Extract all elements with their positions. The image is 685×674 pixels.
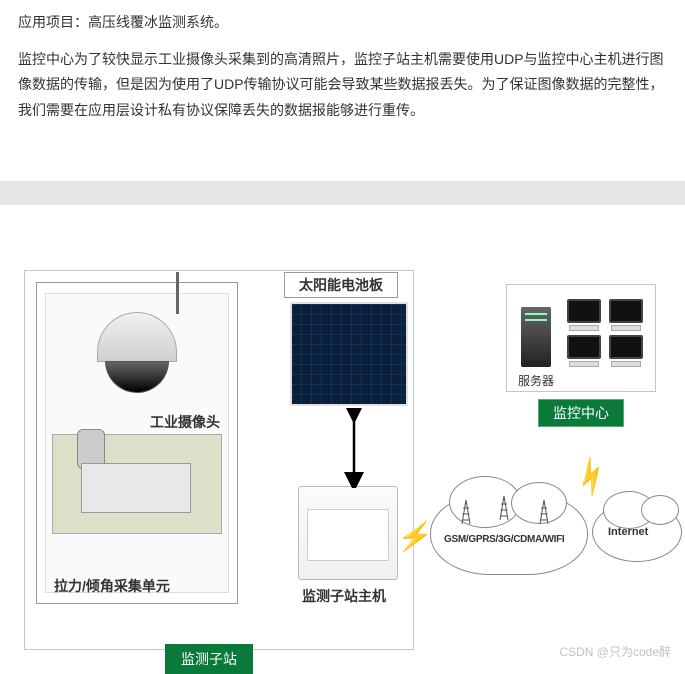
lightning-bolt-icon: ⚡ (570, 451, 613, 502)
project-body: 监控中心为了较快显示工业摄像头采集到的高清照片，监控子站主机需要使用UDP与监控… (18, 47, 667, 123)
camera-unit-inner (45, 293, 229, 593)
description-block: 应用项目：高压线覆冰监测系统。 监控中心为了较快显示工业摄像头采集到的高清照片，… (0, 0, 685, 123)
watermark: CSDN @只为code醉 (559, 643, 671, 660)
sensor-label: 拉力/倾角采集单元 (54, 576, 170, 596)
solar-panel-label: 太阳能电池板 (284, 272, 398, 298)
server-label: 服务器 (518, 372, 554, 389)
internet-cloud-label: Internet (608, 526, 648, 538)
substation-tag: 监测子站 (165, 644, 253, 674)
cell-tower-icon (460, 500, 472, 524)
bidirectional-arrow-icon (344, 408, 364, 488)
monitor-icon (609, 299, 643, 323)
camera-label: 工业摄像头 (150, 412, 220, 432)
system-diagram (0, 205, 685, 215)
lightning-bolt-icon: ⚡ (395, 520, 436, 553)
tension-sensor-icon (52, 434, 222, 534)
server-rack-icon (521, 307, 551, 367)
camera-unit-box (36, 282, 238, 604)
wireless-cloud-label: GSM/GPRS/3G/CDMA/WIFI (444, 534, 564, 545)
substation-host-icon (298, 486, 398, 580)
keyboard-icon (569, 361, 599, 367)
dome-camera-icon (87, 312, 187, 412)
keyboard-icon (569, 325, 599, 331)
keyboard-icon (611, 361, 641, 367)
section-divider (0, 181, 685, 205)
monitor-icon (609, 335, 643, 359)
solar-panel-icon (290, 302, 408, 406)
cell-tower-icon (498, 496, 510, 520)
project-title: 应用项目：高压线覆冰监测系统。 (18, 10, 667, 35)
monitor-icon (567, 335, 601, 359)
antenna (176, 272, 179, 314)
substation-host-label: 监测子站主机 (302, 586, 386, 606)
monitor-icon (567, 299, 601, 323)
cell-tower-icon (538, 500, 550, 524)
keyboard-icon (611, 325, 641, 331)
control-center-tag: 监控中心 (538, 399, 624, 427)
